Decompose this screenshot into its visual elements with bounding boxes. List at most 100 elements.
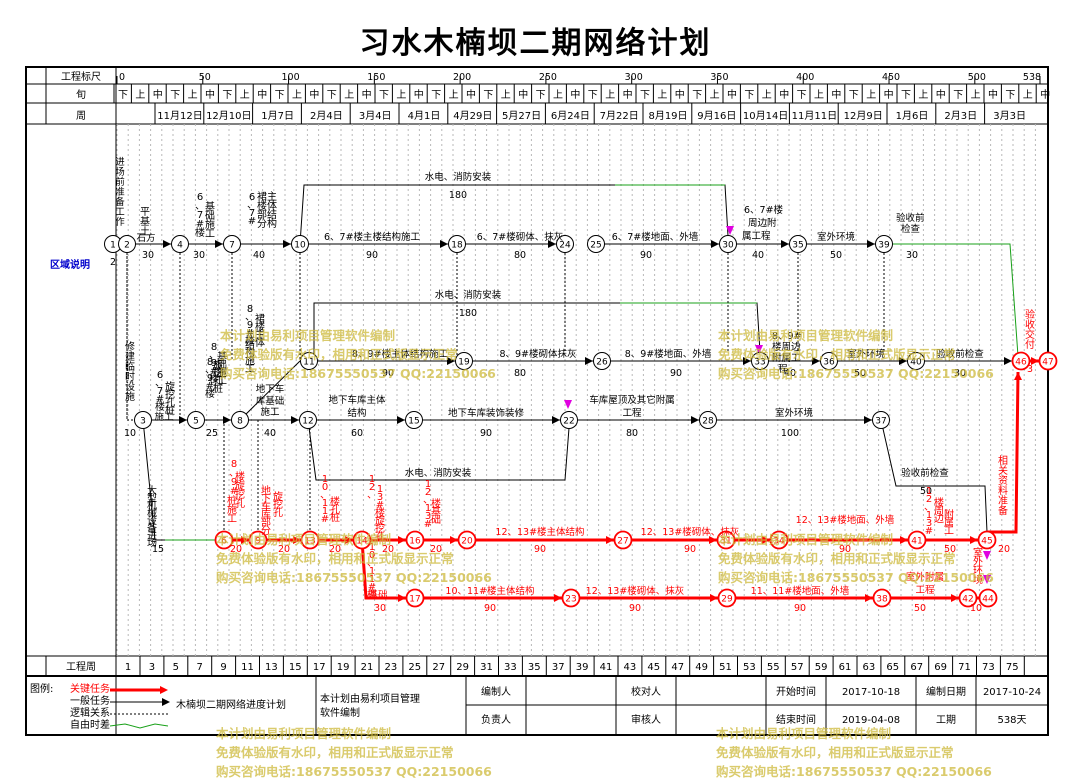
- footer-week-number: 3: [149, 662, 155, 673]
- activity-name-part: 10、11#: [320, 474, 330, 525]
- activity-name-part-char: 8: [207, 357, 213, 368]
- activity-name-part-char: 基: [205, 200, 215, 213]
- activity-name-part-char: 修: [125, 340, 135, 353]
- xun-cell: 上: [1023, 89, 1033, 101]
- node-label: 24: [559, 241, 571, 251]
- node-label: 33: [754, 358, 765, 368]
- activity-name-part-char: 型: [147, 492, 157, 505]
- week-label: 周: [76, 110, 86, 122]
- activity-name-part-char: 构: [245, 346, 255, 359]
- node-label: 30: [722, 241, 734, 251]
- footer-week-number: 53: [743, 662, 756, 673]
- footer-week-number: 45: [647, 662, 660, 673]
- activity-name-part-char: 下: [261, 494, 271, 505]
- activity-name-part-char: 验: [1025, 308, 1035, 321]
- activity-name-char: 前: [115, 176, 125, 188]
- activity-name-char: 进: [115, 157, 125, 168]
- footer-week-number: 73: [982, 662, 995, 673]
- xun-cell: 上: [918, 89, 928, 101]
- edge-6-9-arrow: [241, 536, 249, 544]
- xun-cell: 中: [831, 88, 841, 101]
- activity-name-part-char: 7: [157, 386, 163, 397]
- activity-name-part-char: 收: [1025, 318, 1035, 331]
- node-label: 17: [409, 595, 420, 605]
- activity-name-part-char: 境: [973, 573, 983, 586]
- milestone-marker: [726, 226, 734, 235]
- edge-34-41-arrow: [900, 536, 908, 544]
- footer-week-number: 67: [910, 662, 923, 673]
- footer-week-number: 47: [671, 662, 684, 673]
- footer-week-number: 17: [313, 662, 326, 673]
- xun-cell: 上: [971, 89, 981, 101]
- xun-cell: 中: [362, 88, 372, 101]
- activity-name-part-char: 、: [320, 490, 330, 501]
- week-date: 11月12日: [157, 110, 202, 122]
- activity-name-part-char: 基: [140, 215, 150, 228]
- week-date: 2月3日: [944, 110, 977, 122]
- scale-tick-label: 400: [796, 72, 814, 83]
- edge-15-22-arrow: [552, 416, 560, 424]
- activity-duration: 10: [970, 603, 982, 614]
- node-circle: [171, 235, 189, 253]
- xun-cell: 上: [135, 89, 145, 101]
- activity-name: 12、13#楼地面、外墙: [796, 514, 895, 526]
- activity-name-part-char: 室: [973, 546, 983, 559]
- activity-duration: 10: [124, 428, 136, 439]
- node-label: 6: [221, 537, 227, 547]
- activity-name-part: 楼周边: [934, 496, 944, 525]
- activity-name-part-char: 桩: [330, 511, 340, 524]
- activity-name-part-char: 、: [205, 365, 215, 376]
- activity-name-part-char: 桩: [227, 494, 237, 507]
- activity-name: 12、13#楼砌体、抹灰: [586, 585, 685, 597]
- activity-name-part: 结构: [347, 407, 366, 419]
- activity-name-part-char: 旋: [273, 490, 283, 503]
- week-date: 5月27日: [502, 110, 541, 122]
- activity-name-part-char: 楼: [205, 387, 215, 400]
- activity-name-part-char: 、: [155, 378, 165, 389]
- activity-name-part-char: 楼: [367, 588, 377, 601]
- activity-name-part-char: 1: [425, 479, 431, 490]
- footer-week-number: 49: [695, 662, 708, 673]
- activity-name-part: 石方: [136, 232, 155, 244]
- activity-name-part-char: 施: [217, 366, 227, 379]
- legend-owner: 负责人: [481, 713, 511, 726]
- node-label: 5: [193, 417, 199, 427]
- scale-label: 工程标尺: [61, 71, 101, 83]
- edge-46-47-arrow: [1031, 357, 1039, 365]
- node-circle: [1011, 351, 1031, 371]
- xun-cell: 中: [205, 88, 215, 101]
- edge-10-18-arrow: [440, 240, 448, 248]
- node-circle: [751, 352, 769, 370]
- activity-name-char: 备: [115, 196, 125, 208]
- footer-week-number: 27: [432, 662, 445, 673]
- xun-cell: 中: [936, 88, 946, 101]
- activity-name-part: 库基础: [256, 395, 285, 407]
- node-circle: [719, 235, 737, 253]
- activity-name-part-char: 大: [147, 484, 157, 497]
- node-circle: [299, 411, 317, 429]
- activity-name-part-char: 、: [229, 468, 239, 479]
- activity-name-part-char: 楼: [330, 495, 340, 508]
- node-circle: [769, 530, 789, 550]
- activity-name-part: 属工程: [742, 231, 771, 242]
- edge-25-30-arrow: [711, 240, 719, 248]
- xun-cell: 下: [379, 90, 389, 101]
- activity-name-part-char: 旋: [235, 479, 245, 492]
- node-label: 39: [878, 241, 890, 251]
- activity-name-part-char: 工: [217, 376, 227, 387]
- node-circle: [291, 235, 309, 253]
- node-circle: [556, 235, 574, 253]
- activity-duration: 30: [954, 368, 966, 379]
- footer-week-number: 55: [767, 662, 780, 673]
- activity-name-part-char: 、: [245, 312, 255, 323]
- activity-name-part-char: 孔: [375, 531, 385, 543]
- footer-week-number: 37: [552, 662, 565, 673]
- activity-name-part: 主体结构: [267, 191, 277, 230]
- activity-name-part: 工程: [622, 408, 642, 419]
- node-circle: [907, 530, 927, 550]
